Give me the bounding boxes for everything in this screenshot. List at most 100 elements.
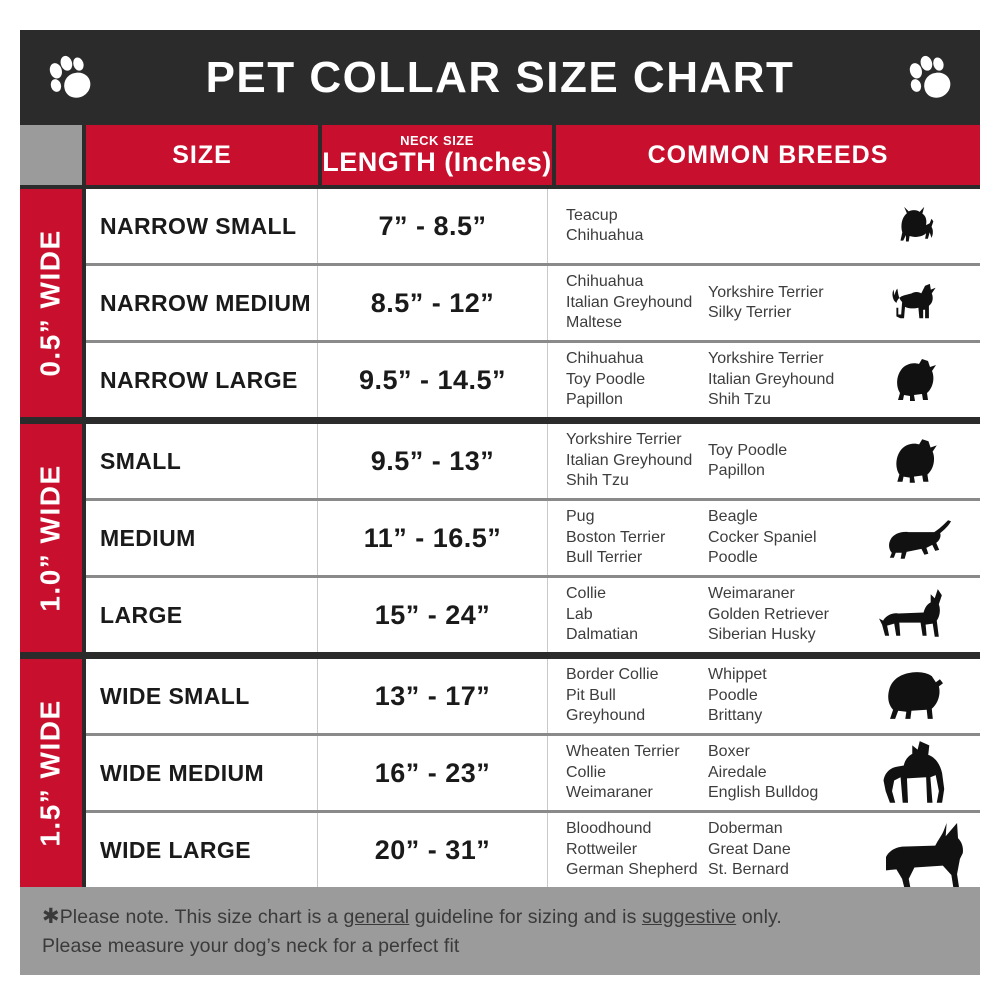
table-row[interactable]: MEDIUM 11” - 16.5” Pug Boston Terrier Bu…	[86, 501, 980, 578]
cell-size: WIDE SMALL	[86, 659, 318, 733]
breed-name: Shih Tzu	[708, 391, 771, 409]
cell-breeds: Wheaten Terrier Collie Weimaraner Boxer …	[548, 736, 980, 810]
breeds-column-2: Yorkshire Terrier Silky Terrier	[708, 272, 858, 333]
column-header-size: SIZE	[86, 125, 318, 185]
breeds-column-2: Boxer Airedale English Bulldog	[708, 742, 858, 803]
breed-name: Airedale	[708, 763, 767, 781]
breed-name: Yorkshire Terrier	[708, 283, 824, 301]
footer-underline-suggestive: suggestive	[641, 905, 737, 928]
breeds-column-1: Chihuahua Italian Greyhound Maltese	[566, 272, 708, 333]
breeds-column-2: Doberman Great Dane St. Bernard	[708, 819, 858, 880]
cell-breeds: Chihuahua Italian Greyhound Maltese York…	[548, 266, 980, 340]
breed-name: Beagle	[708, 508, 758, 526]
table-row[interactable]: NARROW MEDIUM 8.5” - 12” Chihuahua Itali…	[86, 266, 980, 343]
cell-length: 15” - 24”	[318, 578, 548, 652]
breed-name: Bloodhound	[566, 820, 652, 838]
table-row[interactable]: LARGE 15” - 24” Collie Lab Dalmatian Wei…	[86, 578, 980, 652]
size-group-wide: 1.5” WIDE WIDE SMALL 13” - 17” Border Co…	[20, 659, 980, 894]
column-header-length: NECK SIZE LENGTH (Inches)	[322, 125, 552, 185]
breed-name: Teacup	[566, 206, 618, 224]
page-title: PET COLLAR SIZE CHART	[205, 52, 795, 102]
cell-breeds: Bloodhound Rottweiler German Shepherd Do…	[548, 813, 980, 894]
breed-name: English Bulldog	[708, 784, 819, 802]
footer-text-a: Please note. This size chart is a	[59, 905, 344, 928]
breeds-column-2: Whippet Poodle Brittany	[708, 665, 858, 726]
breeds-column-2: Toy Poodle Papillon	[708, 430, 858, 491]
column-header-common-breeds: COMMON BREEDS	[556, 125, 980, 185]
breeds-column-1: Chihuahua Toy Poodle Papillon	[566, 349, 708, 410]
asterisk-icon: ✱	[42, 904, 60, 928]
breed-name: Toy Poodle	[566, 370, 646, 388]
breeds-column-1: Border Collie Pit Bull Greyhound	[566, 665, 708, 726]
cell-length: 11” - 16.5”	[318, 501, 548, 575]
breed-name: Pug	[566, 508, 595, 526]
breed-name: Boxer	[708, 743, 750, 761]
column-header-length-main: LENGTH (Inches)	[322, 147, 552, 177]
breed-name: Weimaraner	[708, 585, 795, 603]
breed-name: Whippet	[708, 666, 767, 684]
group-label-1-0-wide: 1.0” WIDE	[20, 424, 82, 652]
cell-length: 13” - 17”	[318, 659, 548, 733]
cell-breeds: Border Collie Pit Bull Greyhound Whippet…	[548, 659, 980, 733]
breed-name: Cocker Spaniel	[708, 528, 817, 546]
cell-breeds: Collie Lab Dalmatian Weimaraner Golden R…	[548, 578, 980, 652]
breeds-column-1: Collie Lab Dalmatian	[566, 584, 708, 645]
breed-name: Italian Greyhound	[708, 370, 835, 388]
breed-name: St. Bernard	[708, 861, 789, 879]
breed-name: Golden Retriever	[708, 605, 829, 623]
table-row[interactable]: WIDE SMALL 13” - 17” Border Collie Pit B…	[86, 659, 980, 736]
cell-breeds: Pug Boston Terrier Bull Terrier Beagle C…	[548, 501, 980, 575]
breeds-column-2: Beagle Cocker Spaniel Poodle	[708, 507, 858, 568]
breed-name: Border Collie	[566, 666, 659, 684]
breed-name: Greyhound	[566, 707, 646, 725]
column-header-length-superlabel: NECK SIZE	[400, 133, 474, 148]
breed-name: Yorkshire Terrier	[708, 350, 824, 368]
breed-name: Italian Greyhound	[566, 293, 693, 311]
cell-size: MEDIUM	[86, 501, 318, 575]
table-row[interactable]: NARROW LARGE 9.5” - 14.5” Chihuahua Toy …	[86, 343, 980, 417]
cell-size: WIDE LARGE	[86, 813, 318, 887]
footer-underline-general: general	[343, 905, 410, 928]
cell-size: NARROW LARGE	[86, 343, 318, 417]
breed-name: Lab	[566, 605, 593, 623]
footer-line-2: Please measure your dog’s neck for a per…	[42, 935, 460, 958]
group-label-text: 0.5” WIDE	[35, 229, 66, 377]
table-row[interactable]: WIDE LARGE 20” - 31” Bloodhound Rottweil…	[86, 813, 980, 894]
doberman-silhouette	[856, 815, 976, 894]
group-label-text: 1.0” WIDE	[35, 464, 66, 612]
header-corner-cell	[20, 125, 82, 185]
breeds-column-1: Bloodhound Rottweiler German Shepherd	[566, 819, 708, 880]
size-group-narrow: 0.5” WIDE NARROW SMALL 7” - 8.5” Teacup …	[20, 189, 980, 417]
table-row[interactable]: SMALL 9.5” - 13” Yorkshire Terrier Itali…	[86, 424, 980, 501]
cell-size: NARROW SMALL	[86, 189, 318, 263]
breed-name: Brittany	[708, 707, 763, 725]
footer-text-c: only.	[736, 905, 782, 928]
table-row[interactable]: WIDE MEDIUM 16” - 23” Wheaten Terrier Co…	[86, 736, 980, 813]
cell-size: LARGE	[86, 578, 318, 652]
breed-name: Italian Greyhound	[566, 451, 693, 469]
table-row[interactable]: NARROW SMALL 7” - 8.5” Teacup Chihuahua	[86, 189, 980, 266]
breed-name: Papillon	[708, 462, 765, 479]
chart-title-bar: PET COLLAR SIZE CHART	[20, 30, 980, 125]
breed-name: Pit Bull	[566, 686, 616, 704]
breed-name: German Shepherd	[566, 861, 698, 879]
yorkshire-terrier-silhouette	[856, 189, 976, 263]
footer-note: ✱Please note. This size chart is a gener…	[20, 887, 980, 975]
breed-name: Collie	[566, 763, 607, 781]
breed-name: Papillon	[566, 391, 623, 409]
breed-name: Dalmatian	[566, 626, 639, 644]
cell-size: SMALL	[86, 424, 318, 498]
table-body: 0.5” WIDE NARROW SMALL 7” - 8.5” Teacup …	[20, 189, 980, 894]
breed-name: Collie	[566, 585, 607, 603]
breeds-column-1: Pug Boston Terrier Bull Terrier	[566, 507, 708, 568]
breed-name: Silky Terrier	[708, 304, 792, 321]
boxer-silhouette	[856, 736, 976, 810]
breeds-column-2: Weimaraner Golden Retriever Siberian Hus…	[708, 584, 858, 645]
cell-breeds: Teacup Chihuahua	[548, 189, 980, 263]
breed-name: Chihuahua	[566, 227, 644, 244]
breed-name: Chihuahua	[566, 273, 644, 291]
size-group-standard: 1.0” WIDE SMALL 9.5” - 13” Yorkshire Ter…	[20, 424, 980, 652]
breed-name: Rottweiler	[566, 840, 638, 858]
breed-name: Great Dane	[708, 840, 791, 858]
cell-length: 9.5” - 13”	[318, 424, 548, 498]
